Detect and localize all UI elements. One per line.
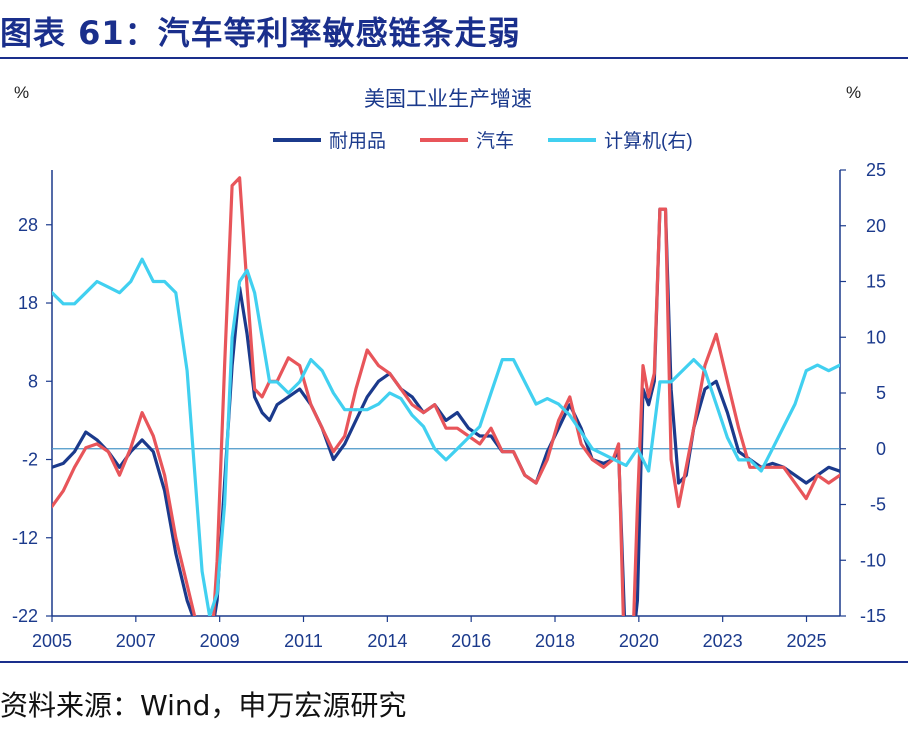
title-rule bbox=[0, 57, 908, 59]
left-tick-label: -2 bbox=[22, 450, 38, 470]
legend-label-2: 计算机(右) bbox=[604, 130, 693, 152]
x-axis-ticks: 2005 2007 2009 2011 2014 2016 2018 2020 2023 2025 bbox=[32, 616, 827, 651]
x-tick-label: 2007 bbox=[116, 631, 156, 651]
right-tick-label: 15 bbox=[866, 272, 886, 292]
right-tick-label: 25 bbox=[866, 160, 886, 180]
right-tick-label: -10 bbox=[860, 550, 886, 570]
right-axis-ticks: 25 20 15 10 5 0 -5 -10 -15 bbox=[840, 160, 886, 626]
left-axis-unit: % bbox=[14, 83, 29, 102]
chart: 美国工业生产增速 % % 耐用品 汽车 计算机(右) 28 18 8 -2 -12 -22 2… bbox=[12, 83, 886, 651]
right-tick-label: 0 bbox=[876, 439, 886, 459]
x-tick-label: 2018 bbox=[535, 631, 575, 651]
x-tick-label: 2011 bbox=[284, 631, 323, 651]
series-group bbox=[52, 176, 840, 616]
left-tick-label: -22 bbox=[12, 606, 38, 626]
legend-label-0: 耐用品 bbox=[329, 130, 386, 152]
legend: 耐用品 汽车 计算机(右) bbox=[273, 130, 693, 152]
left-axis-ticks: 28 18 8 -2 -12 -22 bbox=[12, 215, 52, 626]
legend-label-1: 汽车 bbox=[476, 130, 514, 152]
left-tick-label: 8 bbox=[28, 371, 38, 391]
series-line-0 bbox=[52, 207, 840, 616]
right-axis-unit: % bbox=[846, 83, 861, 102]
chart-title: 美国工业生产增速 bbox=[364, 88, 532, 111]
right-tick-label: 10 bbox=[866, 327, 886, 347]
x-tick-label: 2005 bbox=[32, 631, 72, 651]
right-tick-label: 20 bbox=[866, 216, 886, 236]
x-tick-label: 2009 bbox=[200, 631, 240, 651]
series-line-2 bbox=[52, 257, 840, 616]
source-note: 资料来源：Wind，申万宏源研究 bbox=[0, 689, 407, 722]
right-tick-label: 5 bbox=[876, 383, 886, 403]
left-tick-label: 28 bbox=[18, 215, 38, 235]
right-tick-label: -5 bbox=[870, 495, 886, 515]
figure-title: 图表 61：汽车等利率敏感链条走弱 bbox=[0, 14, 521, 52]
x-tick-label: 2016 bbox=[451, 631, 491, 651]
left-tick-label: 18 bbox=[18, 293, 38, 313]
right-tick-label: -15 bbox=[860, 606, 886, 626]
x-tick-label: 2023 bbox=[703, 631, 743, 651]
x-tick-label: 2014 bbox=[367, 631, 407, 651]
left-tick-label: -12 bbox=[12, 528, 38, 548]
source-rule bbox=[0, 661, 908, 663]
x-tick-label: 2020 bbox=[619, 631, 659, 651]
series-line-1 bbox=[52, 176, 840, 616]
x-tick-label: 2025 bbox=[786, 631, 826, 651]
